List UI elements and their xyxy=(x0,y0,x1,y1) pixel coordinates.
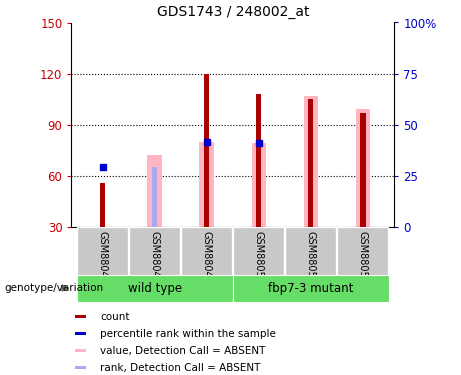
Bar xyxy=(77,227,128,276)
Text: GSM88052: GSM88052 xyxy=(254,231,264,284)
Text: GSM88054: GSM88054 xyxy=(358,231,368,284)
Bar xyxy=(204,143,209,227)
Bar xyxy=(75,366,86,369)
Bar xyxy=(361,157,366,227)
Text: fbp7-3 mutant: fbp7-3 mutant xyxy=(268,282,354,295)
Text: GSM88053: GSM88053 xyxy=(306,231,316,284)
Bar xyxy=(355,110,370,227)
Text: value, Detection Call = ABSENT: value, Detection Call = ABSENT xyxy=(100,346,266,356)
Bar xyxy=(304,96,318,227)
Bar xyxy=(77,275,233,302)
Bar xyxy=(256,94,261,227)
Text: GSM88043: GSM88043 xyxy=(98,231,108,284)
Bar xyxy=(75,315,86,318)
Text: rank, Detection Call = ABSENT: rank, Detection Call = ABSENT xyxy=(100,363,261,373)
Text: genotype/variation: genotype/variation xyxy=(5,283,104,293)
Bar xyxy=(252,143,266,227)
Bar xyxy=(200,142,214,227)
Bar xyxy=(233,275,389,302)
Bar xyxy=(204,74,209,227)
Bar xyxy=(75,332,86,335)
Text: GSM88045: GSM88045 xyxy=(202,231,212,284)
Bar xyxy=(148,155,162,227)
Bar xyxy=(75,349,86,352)
Bar xyxy=(308,99,313,227)
Text: wild type: wild type xyxy=(128,282,182,295)
Text: count: count xyxy=(100,312,130,322)
Bar xyxy=(181,227,232,276)
Bar xyxy=(100,183,105,227)
Bar xyxy=(233,227,284,276)
Bar xyxy=(256,143,261,227)
Bar xyxy=(285,227,337,276)
Bar xyxy=(152,167,157,227)
Text: GSM88044: GSM88044 xyxy=(150,231,160,284)
Bar xyxy=(308,143,313,227)
Bar xyxy=(129,227,180,276)
Bar xyxy=(361,113,366,227)
Title: GDS1743 / 248002_at: GDS1743 / 248002_at xyxy=(157,5,309,19)
Bar xyxy=(337,227,389,276)
Text: percentile rank within the sample: percentile rank within the sample xyxy=(100,328,277,339)
